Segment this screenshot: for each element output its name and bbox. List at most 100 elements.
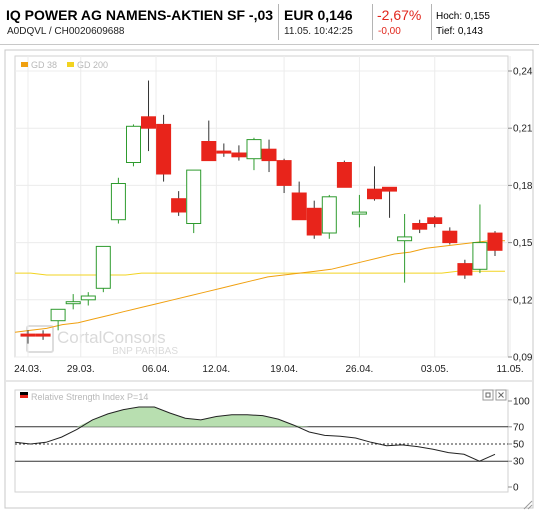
candle — [201, 120, 217, 162]
panel-controls — [482, 389, 507, 401]
candle — [276, 158, 292, 194]
rsi-tick-label: 70 — [513, 422, 525, 433]
candle-body-down — [35, 333, 51, 337]
candle-body-down — [306, 207, 322, 236]
legend-label-rsi: Relative Strength Index P=14 — [31, 392, 148, 402]
candle — [95, 245, 111, 293]
candle — [306, 200, 322, 239]
candle-body-up — [472, 242, 488, 270]
header-divider — [278, 4, 279, 40]
rsi-overbought-fill — [15, 407, 495, 427]
candle-body-up — [65, 301, 81, 305]
candle-body-up — [50, 308, 66, 322]
watermark: CortalConsors BNP PARIBAS — [26, 325, 178, 357]
candle — [351, 194, 367, 228]
legend-label-gd200: GD 200 — [77, 60, 108, 70]
expand-icon — [485, 392, 491, 398]
candle — [427, 215, 443, 228]
price-tick-label: 0,24 — [513, 67, 533, 78]
candle-body-up — [126, 125, 141, 164]
candle-body-down — [367, 188, 382, 200]
candle-body-up — [321, 196, 337, 234]
candle — [141, 80, 156, 152]
rsi-panel: Relative Strength Index P=14 100 70 50 30 0 — [14, 389, 530, 494]
candle-body-down — [427, 217, 443, 225]
legend-label-gd38: GD 38 — [31, 60, 57, 70]
instrument-info: IQ POWER AG NAMENS-AKTIEN SF -,03 A0DQVL… — [0, 0, 278, 44]
legend-swatch-rsi — [20, 395, 28, 398]
candle-body-down — [487, 232, 503, 251]
candle-body-down — [382, 186, 397, 192]
rsi-tick-label: 0 — [513, 483, 519, 494]
gd200-line — [15, 270, 505, 276]
candle-body-up — [186, 169, 202, 225]
quote-datetime: 11.05. 10:42:25 — [284, 26, 353, 37]
last-price: EUR 0,146 — [284, 7, 353, 23]
chart-area: CortalConsors BNP PARIBAS GD 38 GD 200 0… — [4, 49, 534, 510]
day-high: Hoch: 0,155 — [436, 11, 490, 22]
legend-swatch-gd38 — [21, 62, 28, 67]
candle — [412, 219, 428, 234]
price-tick-label: 0,09 — [513, 353, 533, 364]
date-tick-label: 24.03. — [14, 364, 42, 375]
candle — [186, 169, 202, 234]
candle-body-up — [110, 183, 126, 221]
candle — [80, 292, 96, 306]
date-tick-label: 29.03. — [67, 364, 95, 375]
candle — [472, 204, 488, 274]
high-low-info: Hoch: 0,155 Tief: 0,143 — [432, 0, 539, 44]
date-tick-label: 03.05. — [421, 364, 449, 375]
price-tick-label: 0,12 — [513, 295, 533, 306]
candle — [397, 214, 413, 283]
candle — [35, 330, 51, 340]
candle — [261, 139, 277, 173]
rsi-tick-label: 30 — [513, 457, 525, 468]
date-tick-label: 12.04. — [202, 364, 230, 375]
header-divider — [431, 4, 432, 40]
candle — [126, 124, 141, 167]
candle-body-down — [457, 263, 473, 276]
instrument-ids: A0DQVL / CH0020609688 — [7, 26, 125, 37]
gd38-line — [14, 240, 505, 333]
price-plot-border — [14, 55, 509, 358]
candle — [231, 145, 247, 161]
candle — [171, 191, 187, 216]
price-panel: GD 38 GD 200 0,24 0,21 0,18 0,15 0,12 0,09 24… — [14, 55, 533, 375]
rsi-tick-label: 100 — [513, 397, 530, 408]
watermark-subtext: BNP PARIBAS — [112, 346, 178, 357]
price-tick-label: 0,15 — [513, 238, 533, 249]
quote-header: IQ POWER AG NAMENS-AKTIEN SF -,03 A0DQVL… — [0, 0, 539, 45]
rsi-plot-border — [14, 389, 509, 493]
candle-body-down — [171, 198, 187, 213]
candle — [336, 160, 352, 188]
date-tick-label: 06.04. — [142, 364, 170, 375]
candle-body-down — [261, 148, 277, 162]
expand-panel-button[interactable] — [482, 389, 494, 401]
candle — [291, 181, 307, 221]
close-icon — [498, 392, 504, 398]
candle — [321, 194, 337, 239]
candle-body-down — [276, 160, 292, 186]
candle-body-up — [351, 211, 367, 215]
date-tick-label: 11.05. — [497, 364, 524, 375]
candle — [442, 227, 458, 245]
price-tick-label: 0,18 — [513, 181, 533, 192]
watermark-logo-icon — [26, 325, 54, 353]
legend-swatch-rsi — [20, 392, 28, 395]
candle — [50, 308, 66, 331]
candle-body-down — [216, 150, 232, 154]
rsi-tick-label: 50 — [513, 440, 525, 451]
candle — [457, 259, 473, 279]
candle — [367, 166, 382, 201]
price-legend: GD 38 GD 200 — [21, 60, 108, 70]
price-tick-label: 0,21 — [513, 124, 533, 135]
change-percent: -2,67% — [377, 7, 422, 23]
header-divider — [372, 4, 373, 40]
chart-frame — [4, 49, 534, 509]
date-tick-label: 19.04. — [270, 364, 298, 375]
watermark-text: CortalConsors — [57, 328, 166, 347]
candle — [110, 177, 126, 224]
resize-grip-icon[interactable] — [523, 500, 533, 510]
instrument-title: IQ POWER AG NAMENS-AKTIEN SF -,03 — [6, 7, 274, 23]
candle — [382, 186, 397, 218]
